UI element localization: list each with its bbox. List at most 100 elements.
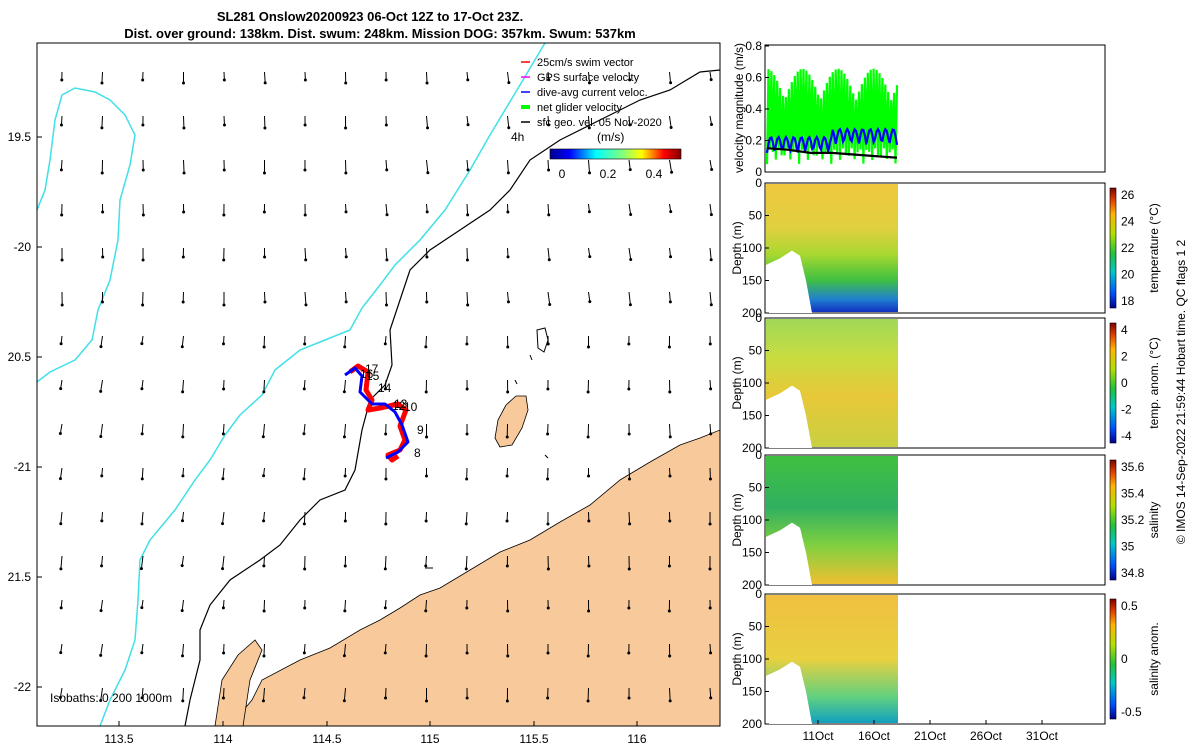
velocity-arrow: [670, 688, 671, 701]
velocity-arrow-head: [506, 390, 509, 393]
velocity-arrow-head: [181, 435, 184, 438]
map-y-tick-label: -22: [14, 680, 32, 694]
velocity-arrow-head: [100, 564, 103, 567]
velocity-arrow-head: [303, 567, 306, 570]
velocity-arrow-head: [141, 303, 144, 306]
velocity-arrow-head: [709, 342, 712, 345]
velocity-arrow-head: [507, 255, 510, 258]
velocity-arrow-head: [59, 651, 62, 654]
velocity-arrow-head: [262, 654, 265, 657]
velocity-arrow-head: [302, 432, 305, 435]
velocity-arrow-head: [587, 345, 590, 348]
velocity-arrow-head: [343, 345, 346, 348]
velocity-arrow-head: [140, 606, 143, 609]
velocity-arrow-head: [303, 387, 306, 390]
velocity-arrow-head: [101, 210, 104, 213]
map-colorbar: [550, 149, 681, 159]
depth-tick-label: 100: [742, 376, 762, 390]
velocity-arrow-head: [628, 477, 631, 480]
section-colorbar-tick: 34.8: [1121, 566, 1145, 580]
time-tick-label: 31Oct: [1026, 729, 1059, 743]
velocity-arrow-head: [668, 390, 671, 393]
depth-tick-label: 100: [742, 513, 762, 527]
velocity-arrow-head: [182, 126, 185, 129]
section-colorbar-tick: 22: [1121, 241, 1135, 255]
velocity-arrow-head: [141, 477, 144, 480]
section-ylabel: Depth (m): [730, 493, 744, 546]
velocity-arrow-head: [506, 435, 509, 438]
velocity-arrow-head: [345, 300, 348, 303]
section-colorbar-tick: 4: [1121, 323, 1128, 337]
velocity-arrow-head: [385, 258, 388, 261]
velocity-arrow-head: [222, 387, 225, 390]
velocity-arrow-head: [587, 699, 590, 702]
map-y-tick-label: 20.5: [8, 350, 32, 364]
velocity-arrow-head: [709, 696, 712, 699]
velocity-arrow-head: [59, 432, 62, 435]
velocity-arrow-head: [384, 567, 387, 570]
velocity-arrow-head: [59, 477, 62, 480]
velocity-arrow-head: [627, 651, 630, 654]
velocity-arrow-head: [183, 171, 186, 174]
map-y-tick-label: 21.5: [8, 570, 32, 584]
depth-tick-label: 100: [742, 241, 762, 255]
velocity-arrow-head: [708, 567, 711, 570]
velocity-arrow-head: [628, 432, 631, 435]
depth-tick-label: 0: [755, 176, 762, 190]
velocity-arrow-head: [588, 255, 591, 258]
velocity-arrow-head: [344, 126, 347, 129]
day-label: 10: [404, 400, 418, 414]
velocity-arrow-head: [262, 519, 265, 522]
velocity-arrow-head: [181, 654, 184, 657]
velocity-arrow-head: [467, 123, 470, 126]
velocity-arrow-head: [141, 522, 144, 525]
velocity-arrow-head: [263, 300, 266, 303]
velocity-arrow-head: [425, 654, 428, 657]
map-x-tick-label: 113.5: [104, 732, 133, 746]
depth-tick-label: 200: [742, 717, 762, 731]
velocity-arrow-head: [669, 210, 672, 213]
velocity-arrow-head: [628, 567, 631, 570]
velocity-arrow-head: [426, 126, 429, 129]
velocity-arrow-head: [343, 609, 346, 612]
velocity-arrow-head: [263, 255, 266, 258]
velocity-arrow: [467, 292, 468, 305]
velocity-arrow-head: [303, 651, 306, 654]
velocity-arrow-head: [466, 696, 469, 699]
velocity-arrow-head: [141, 78, 144, 81]
velocity-arrow-head: [507, 300, 510, 303]
map-colorbar-tick: 0.2: [600, 167, 617, 181]
velocity-arrow-head: [182, 255, 185, 258]
velocity-arrow-head: [710, 78, 713, 81]
day-label: 14: [378, 381, 392, 395]
velocity-arrow-head: [262, 699, 265, 702]
velocity-arrow-head: [547, 567, 550, 570]
footer-credit: © IMOS 14-Sep-2022 21:59:44 Hobart time.…: [1174, 240, 1188, 545]
velocity-arrow-head: [507, 171, 510, 174]
velocity-arrow-head: [304, 78, 307, 81]
velocity-arrow: [305, 248, 306, 260]
velocity-arrow-head: [628, 696, 631, 699]
section-colorbar-tick: 35.2: [1121, 513, 1145, 527]
map-y-tick-label: 19.5: [8, 130, 32, 144]
velocity-arrow-head: [222, 651, 225, 654]
velocity-arrow-head: [425, 699, 428, 702]
depth-tick-label: 0: [755, 311, 762, 325]
velocity-arrow-head: [100, 81, 103, 84]
section-colorbar-tick: -4: [1121, 429, 1132, 443]
velocity-arrow-head: [668, 609, 671, 612]
velocity-arrow-head: [629, 168, 632, 171]
section-colorbar-tick: 35: [1121, 540, 1135, 554]
velocity-arrow-head: [466, 432, 469, 435]
velocity-arrow-head: [222, 258, 225, 261]
velocity-arrow-head: [221, 477, 224, 480]
velocity-arrow-head: [627, 606, 630, 609]
velocity-arrow: [102, 116, 103, 128]
velocity-arrow-head: [182, 300, 185, 303]
velocity-arrow: [385, 556, 386, 569]
velocity-arrow-head: [465, 567, 468, 570]
velocity-arrow-head: [304, 213, 307, 216]
velocity-arrow-head: [345, 255, 348, 258]
